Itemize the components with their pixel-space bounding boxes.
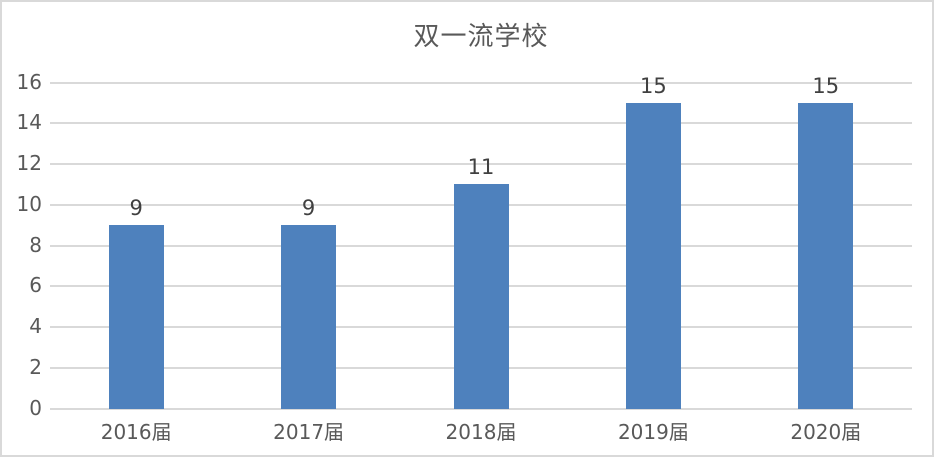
bar-series-value [625, 102, 681, 409]
x-axis-tick-label: 2017届 [273, 420, 345, 444]
bar-data-label: 15 [812, 73, 840, 98]
x-axis-line [50, 407, 912, 410]
bar-series-value [108, 225, 164, 409]
y-axis-tick-label: 4 [29, 314, 42, 339]
x-axis-tick-label: 2019届 [617, 420, 689, 444]
bar-data-label: 9 [129, 196, 143, 221]
gridline [50, 81, 912, 84]
y-axis-tick-label: 12 [16, 151, 42, 176]
y-axis-tick-label: 8 [29, 232, 42, 257]
bar-series-value [281, 225, 337, 409]
y-axis-tick-label: 16 [16, 69, 42, 94]
bar-data-label: 9 [301, 196, 316, 221]
bar-series-value [798, 102, 854, 409]
x-axis-tick-label: 2020届 [790, 420, 862, 444]
x-axis-tick-label: 2016届 [100, 420, 172, 444]
bar-data-label: 15 [640, 73, 667, 98]
gridline [50, 163, 912, 165]
chart-title: 双一流学校 [413, 22, 549, 52]
gridline [50, 122, 912, 125]
bar-series-value [453, 184, 509, 409]
y-axis-tick-label: 0 [29, 395, 42, 420]
x-axis-tick-label: 2018届 [445, 420, 517, 444]
y-axis-tick-label: 10 [16, 191, 42, 216]
y-axis-tick-label: 2 [29, 354, 42, 379]
bar-data-label: 11 [467, 155, 495, 180]
y-axis-tick-label: 6 [29, 273, 42, 298]
y-axis-tick-label: 14 [16, 110, 42, 135]
